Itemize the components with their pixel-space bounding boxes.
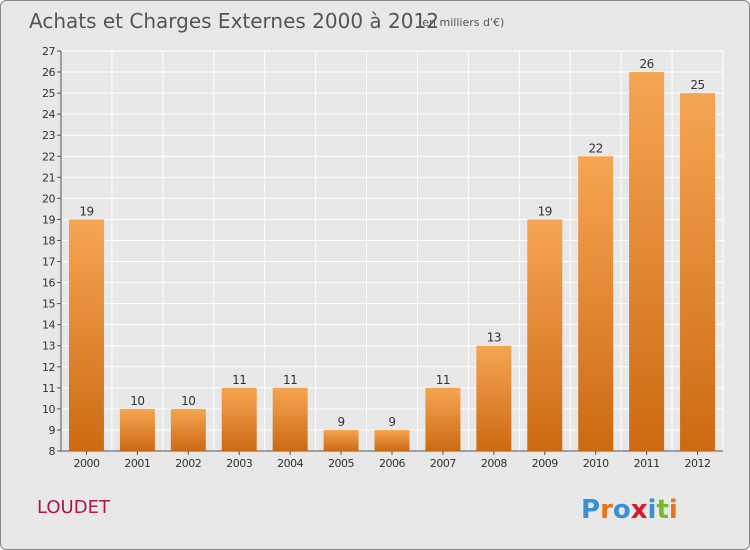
bar-2001	[119, 408, 155, 451]
chart-subtitle: (en milliers d'€)	[418, 16, 504, 29]
value-label-2006: 9	[388, 415, 395, 429]
y-tick-label: 19	[42, 213, 55, 226]
y-tick-label: 15	[42, 298, 55, 311]
y-tick-label: 13	[42, 340, 55, 353]
proxiti-logo: Proxiti	[581, 495, 678, 525]
y-tick-label: 18	[42, 234, 55, 247]
y-tick-label: 23	[42, 129, 55, 142]
x-tick-label: 2010	[583, 457, 609, 470]
y-tick-label: 9	[49, 424, 56, 437]
value-labels: 19 10 10 11 11 9 9 11 13 19 22 26 25	[79, 57, 705, 429]
y-tick-label: 8	[49, 445, 56, 458]
x-tick-label: 2000	[73, 457, 99, 470]
x-tick-label: 2007	[430, 457, 456, 470]
x-tick-label: 2002	[175, 457, 201, 470]
grid-lines	[60, 50, 724, 452]
bar-2011	[629, 72, 665, 451]
bar-2010	[578, 156, 614, 451]
value-label-2001: 10	[130, 394, 144, 408]
x-tick-label: 2012	[685, 457, 711, 470]
bars	[68, 72, 716, 452]
x-tick-label: 2011	[634, 457, 660, 470]
y-tick-label: 21	[42, 171, 55, 184]
value-label-2000: 19	[79, 204, 93, 218]
x-tick-label: 2003	[226, 457, 252, 470]
commune-name: LOUDET	[37, 497, 111, 518]
logo-text: Proxiti	[581, 495, 678, 525]
x-tick-label: 2001	[124, 457, 150, 470]
bar-2002	[170, 408, 206, 451]
value-label-2011: 26	[639, 57, 653, 71]
x-tick-label: 2004	[277, 457, 303, 470]
x-tick-label: 2006	[379, 457, 405, 470]
bar-2009	[527, 219, 563, 451]
y-tick-label: 24	[42, 108, 55, 121]
y-tick-label: 26	[42, 66, 55, 79]
plot-area	[61, 51, 723, 451]
y-tick-label: 25	[42, 87, 55, 100]
bar-2007	[425, 387, 461, 451]
value-label-2002: 10	[181, 394, 195, 408]
value-label-2004: 11	[283, 373, 297, 387]
value-label-2005: 9	[338, 415, 345, 429]
value-label-2008: 13	[487, 331, 501, 345]
bar-2008	[476, 345, 512, 451]
chart-title: Achats et Charges Externes 2000 à 2012	[29, 9, 439, 33]
y-tick-label: 10	[42, 403, 55, 416]
bar-2004	[272, 387, 308, 451]
bar-2005	[323, 429, 359, 451]
bar-2012	[680, 93, 716, 452]
y-tick-label: 17	[42, 256, 55, 269]
value-label-2007: 11	[436, 373, 450, 387]
x-tick-label: 2008	[481, 457, 507, 470]
value-label-2003: 11	[232, 373, 246, 387]
bar-2006	[374, 429, 410, 451]
y-tick-label: 14	[42, 319, 55, 332]
axes: 8 9 10 11 12 13 14 15 16 17 18 19 20 21 22 23 24 25 26 27 20…	[42, 45, 723, 470]
x-tick-label: 2009	[532, 457, 558, 470]
y-tick-label: 11	[42, 382, 55, 395]
y-tick-label: 16	[42, 277, 55, 290]
y-tick-label: 12	[42, 361, 55, 374]
bar-2000	[68, 219, 104, 451]
y-tick-label: 27	[42, 45, 55, 58]
value-label-2012: 25	[690, 78, 704, 92]
value-label-2010: 22	[589, 141, 603, 155]
bar-2003	[221, 387, 257, 451]
y-tick-label: 22	[42, 150, 55, 163]
y-tick-label: 20	[42, 192, 55, 205]
x-tick-label: 2005	[328, 457, 354, 470]
value-label-2009: 19	[538, 204, 552, 218]
